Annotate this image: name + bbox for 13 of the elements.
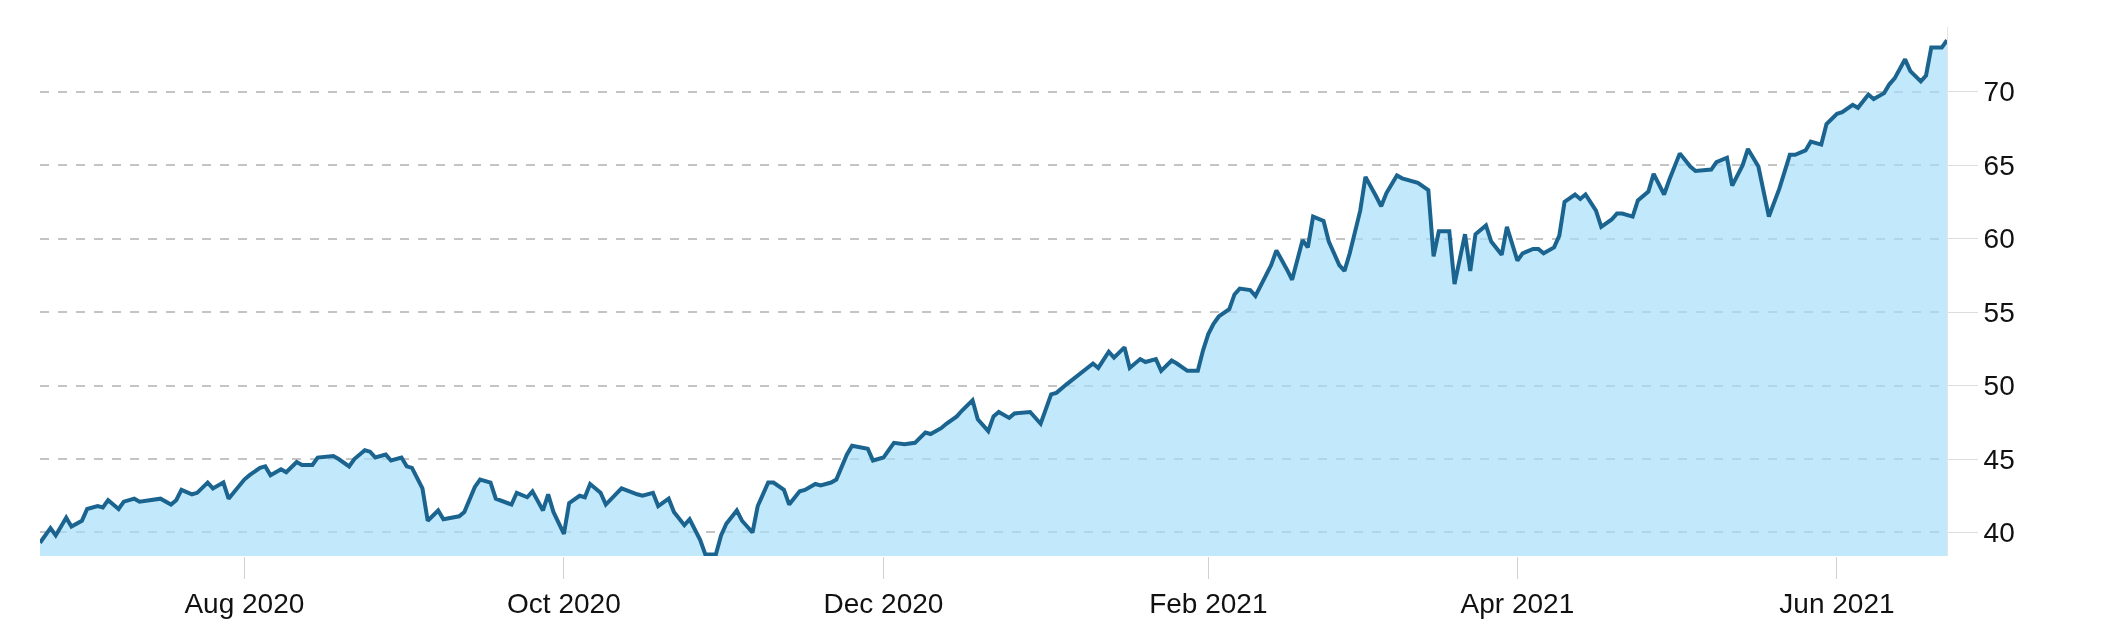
x-tick-label: Feb 2021 bbox=[1149, 587, 1268, 619]
y-tick-label: 40 bbox=[1983, 517, 2015, 549]
y-tick-label: 60 bbox=[1983, 223, 2015, 255]
x-tick-label: Oct 2020 bbox=[507, 587, 621, 619]
y-tick-label: 55 bbox=[1983, 296, 2015, 328]
y-tick-label: 50 bbox=[1983, 370, 2015, 402]
y-tick-label: 65 bbox=[1983, 149, 2015, 181]
x-tick-label: Jun 2021 bbox=[1779, 587, 1895, 619]
y-tick-label: 70 bbox=[1983, 76, 2015, 108]
x-tick-label: Dec 2020 bbox=[823, 587, 944, 619]
x-tick-label: Apr 2021 bbox=[1460, 587, 1575, 619]
x-tick-label: Aug 2020 bbox=[184, 587, 305, 619]
y-tick-label: 45 bbox=[1983, 443, 2015, 475]
